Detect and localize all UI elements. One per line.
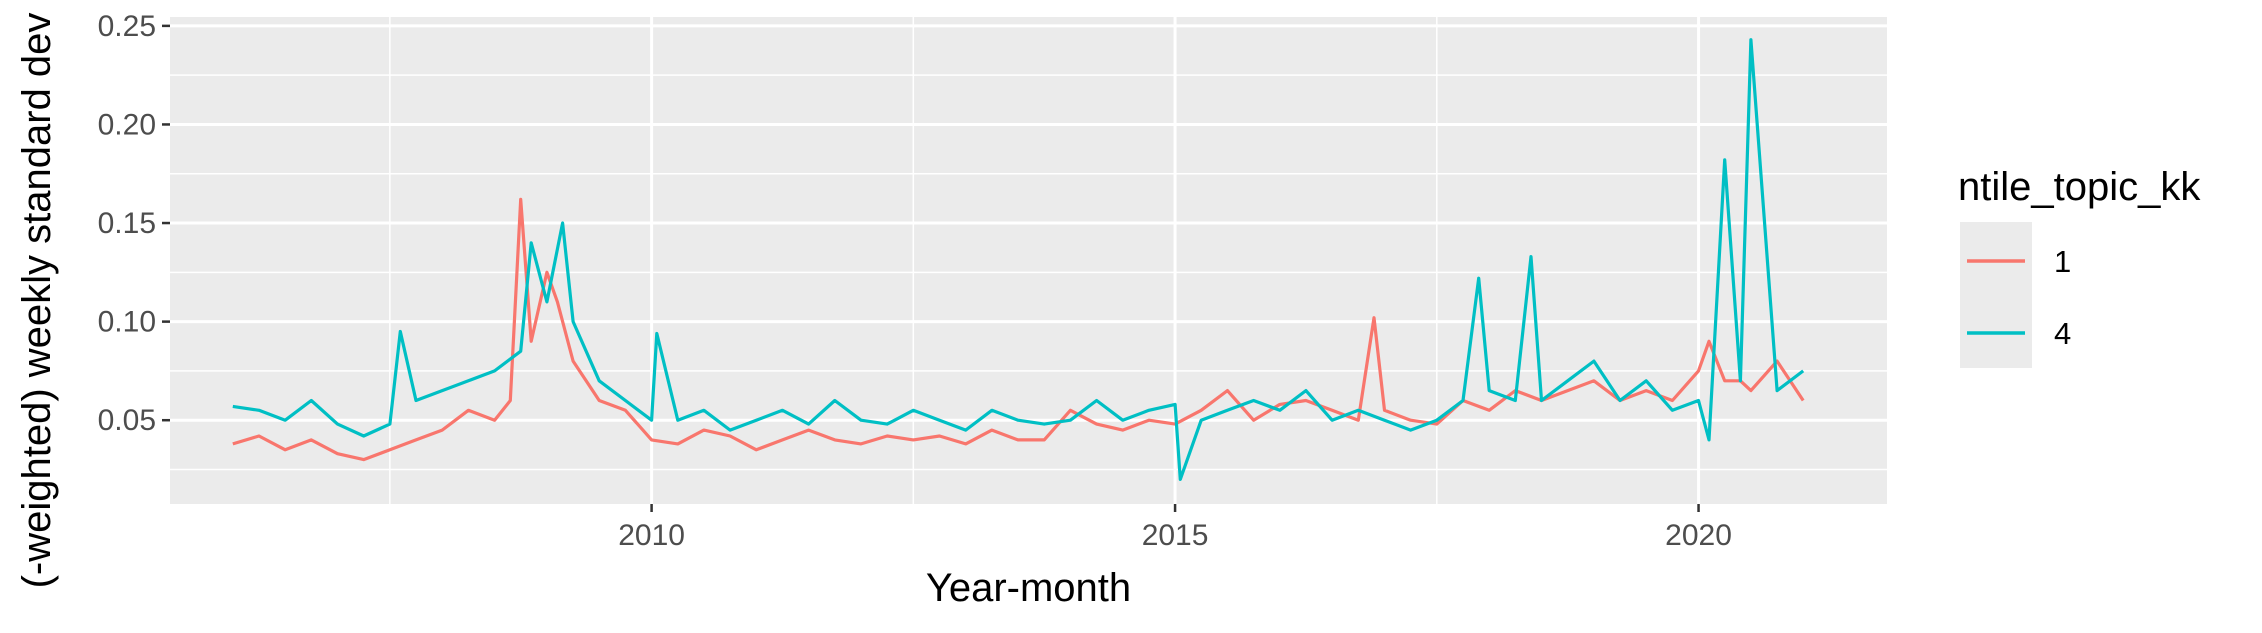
y-tick-label: 0.05 [98, 404, 156, 437]
legend-keys-background [1960, 222, 2032, 368]
legend: ntile_topic_kk 14 [1958, 165, 2201, 368]
minor-gridlines [170, 17, 1887, 504]
y-axis-title: (-weighted) weekly standard dev [15, 13, 59, 589]
x-tick-label: 2015 [1142, 519, 1209, 552]
y-tick-label: 0.10 [98, 306, 156, 339]
x-axis: 2010 2015 2020 [618, 504, 1732, 552]
legend-label-1: 1 [2054, 244, 2071, 279]
plot-panel [170, 17, 1887, 504]
legend-items: 14 [1967, 244, 2071, 351]
series-lines [232, 38, 1805, 481]
legend-label-4: 4 [2054, 316, 2071, 351]
x-axis-title: Year-month [926, 566, 1131, 610]
series-line-4 [232, 38, 1805, 481]
y-tick-label: 0.25 [98, 10, 156, 43]
x-tick-label: 2010 [618, 519, 685, 552]
legend-title: ntile_topic_kk [1958, 165, 2201, 209]
y-tick-label: 0.20 [98, 108, 156, 141]
y-tick-label: 0.15 [98, 207, 156, 240]
series-line-1 [232, 197, 1805, 462]
x-tick-label: 2020 [1665, 519, 1732, 552]
y-axis: 0.05 0.10 0.15 0.20 0.25 [98, 10, 170, 437]
